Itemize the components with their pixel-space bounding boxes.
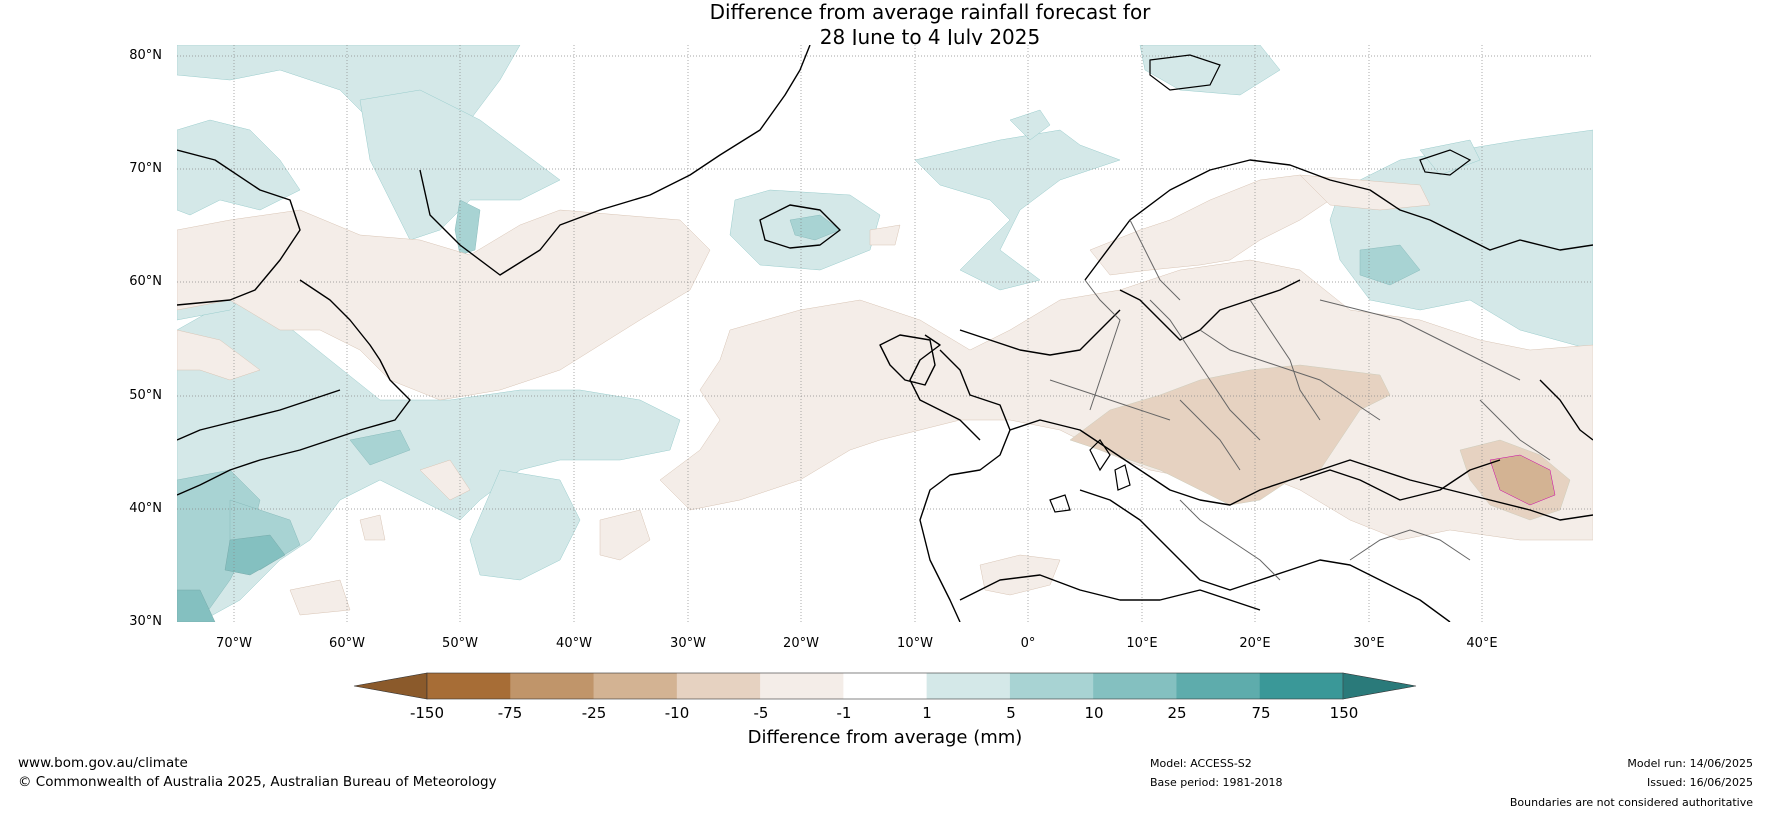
colorbar-swatch [926, 673, 1011, 699]
lat-label: 40°N [129, 501, 162, 516]
colorbar-tick: 10 [1084, 704, 1104, 722]
copyright-text: © Commonwealth of Australia 2025, Austra… [18, 774, 497, 790]
colorbar-swatch [1176, 673, 1261, 699]
dry-anomaly-regions [177, 174, 1593, 616]
colorbar-swatch [593, 673, 678, 699]
model-run-date: Model run: 14/06/2025 [1627, 757, 1753, 770]
colorbar-tick: -25 [581, 704, 607, 722]
colorbar-tick: -5 [753, 704, 769, 722]
colorbar-swatch [676, 673, 761, 699]
lon-label: 70°W [216, 636, 252, 651]
colorbar-extend-high [1342, 672, 1417, 700]
lon-label: 40°W [556, 636, 592, 651]
colorbar-swatch [1093, 673, 1177, 699]
map-title: Difference from average rainfall forecas… [540, 0, 1320, 50]
country-borders [1049, 219, 1551, 581]
colorbar-swatch [760, 673, 844, 699]
colorbar-tick: 5 [1006, 704, 1016, 722]
base-period: Base period: 1981-2018 [1150, 776, 1283, 789]
colorbar-tick: 150 [1329, 704, 1359, 722]
lon-label: 30°W [670, 636, 706, 651]
coastlines [177, 45, 1593, 622]
lon-label: 60°W [329, 636, 365, 651]
boundaries-disclaimer: Boundaries are not considered authoritat… [1509, 796, 1753, 809]
lat-label: 80°N [129, 48, 162, 63]
colorbar-swatch [843, 673, 928, 699]
colorbar-extend-low [353, 672, 428, 700]
colorbar-tick: -10 [664, 704, 690, 722]
issued-date: Issued: 16/06/2025 [1646, 776, 1753, 789]
colorbar-tick: -75 [497, 704, 523, 722]
model-name: Model: ACCESS-S2 [1150, 757, 1252, 770]
dry-anomaly-high [1489, 454, 1556, 506]
colorbar-swatch [510, 673, 595, 699]
lat-label: 70°N [129, 161, 162, 176]
colorbar-tick: 1 [922, 704, 932, 722]
lon-label: 50°W [442, 636, 478, 651]
colorbar-tick: -1 [836, 704, 852, 722]
lon-label: 20°W [783, 636, 819, 651]
colorbar-tick: 75 [1251, 704, 1271, 722]
colorbar-label: Difference from average (mm) [747, 727, 1023, 748]
lon-label: 10°W [897, 636, 933, 651]
wet-anomaly-high [177, 534, 286, 622]
lat-label: 60°N [129, 274, 162, 289]
colorbar [353, 672, 1417, 700]
website-link[interactable]: www.bom.gov.au/climate [18, 755, 188, 771]
graticule [177, 45, 1593, 622]
lon-label: 30°E [1353, 636, 1385, 651]
title-line-1: Difference from average rainfall forecas… [709, 0, 1151, 24]
lat-label: 30°N [129, 614, 162, 629]
colorbar-swatch [427, 673, 511, 699]
lon-label: 40°E [1466, 636, 1498, 651]
lon-label: 0° [1020, 636, 1036, 651]
colorbar-swatch [1259, 673, 1344, 699]
colorbar-tick: 25 [1167, 704, 1187, 722]
lat-label: 50°N [129, 388, 162, 403]
lon-label: 20°E [1239, 636, 1271, 651]
lon-label: 10°E [1126, 636, 1158, 651]
colorbar-border [426, 672, 1344, 700]
colorbar-tick: -150 [409, 704, 445, 722]
islands [1049, 54, 1472, 513]
colorbar-swatch [1009, 673, 1094, 699]
